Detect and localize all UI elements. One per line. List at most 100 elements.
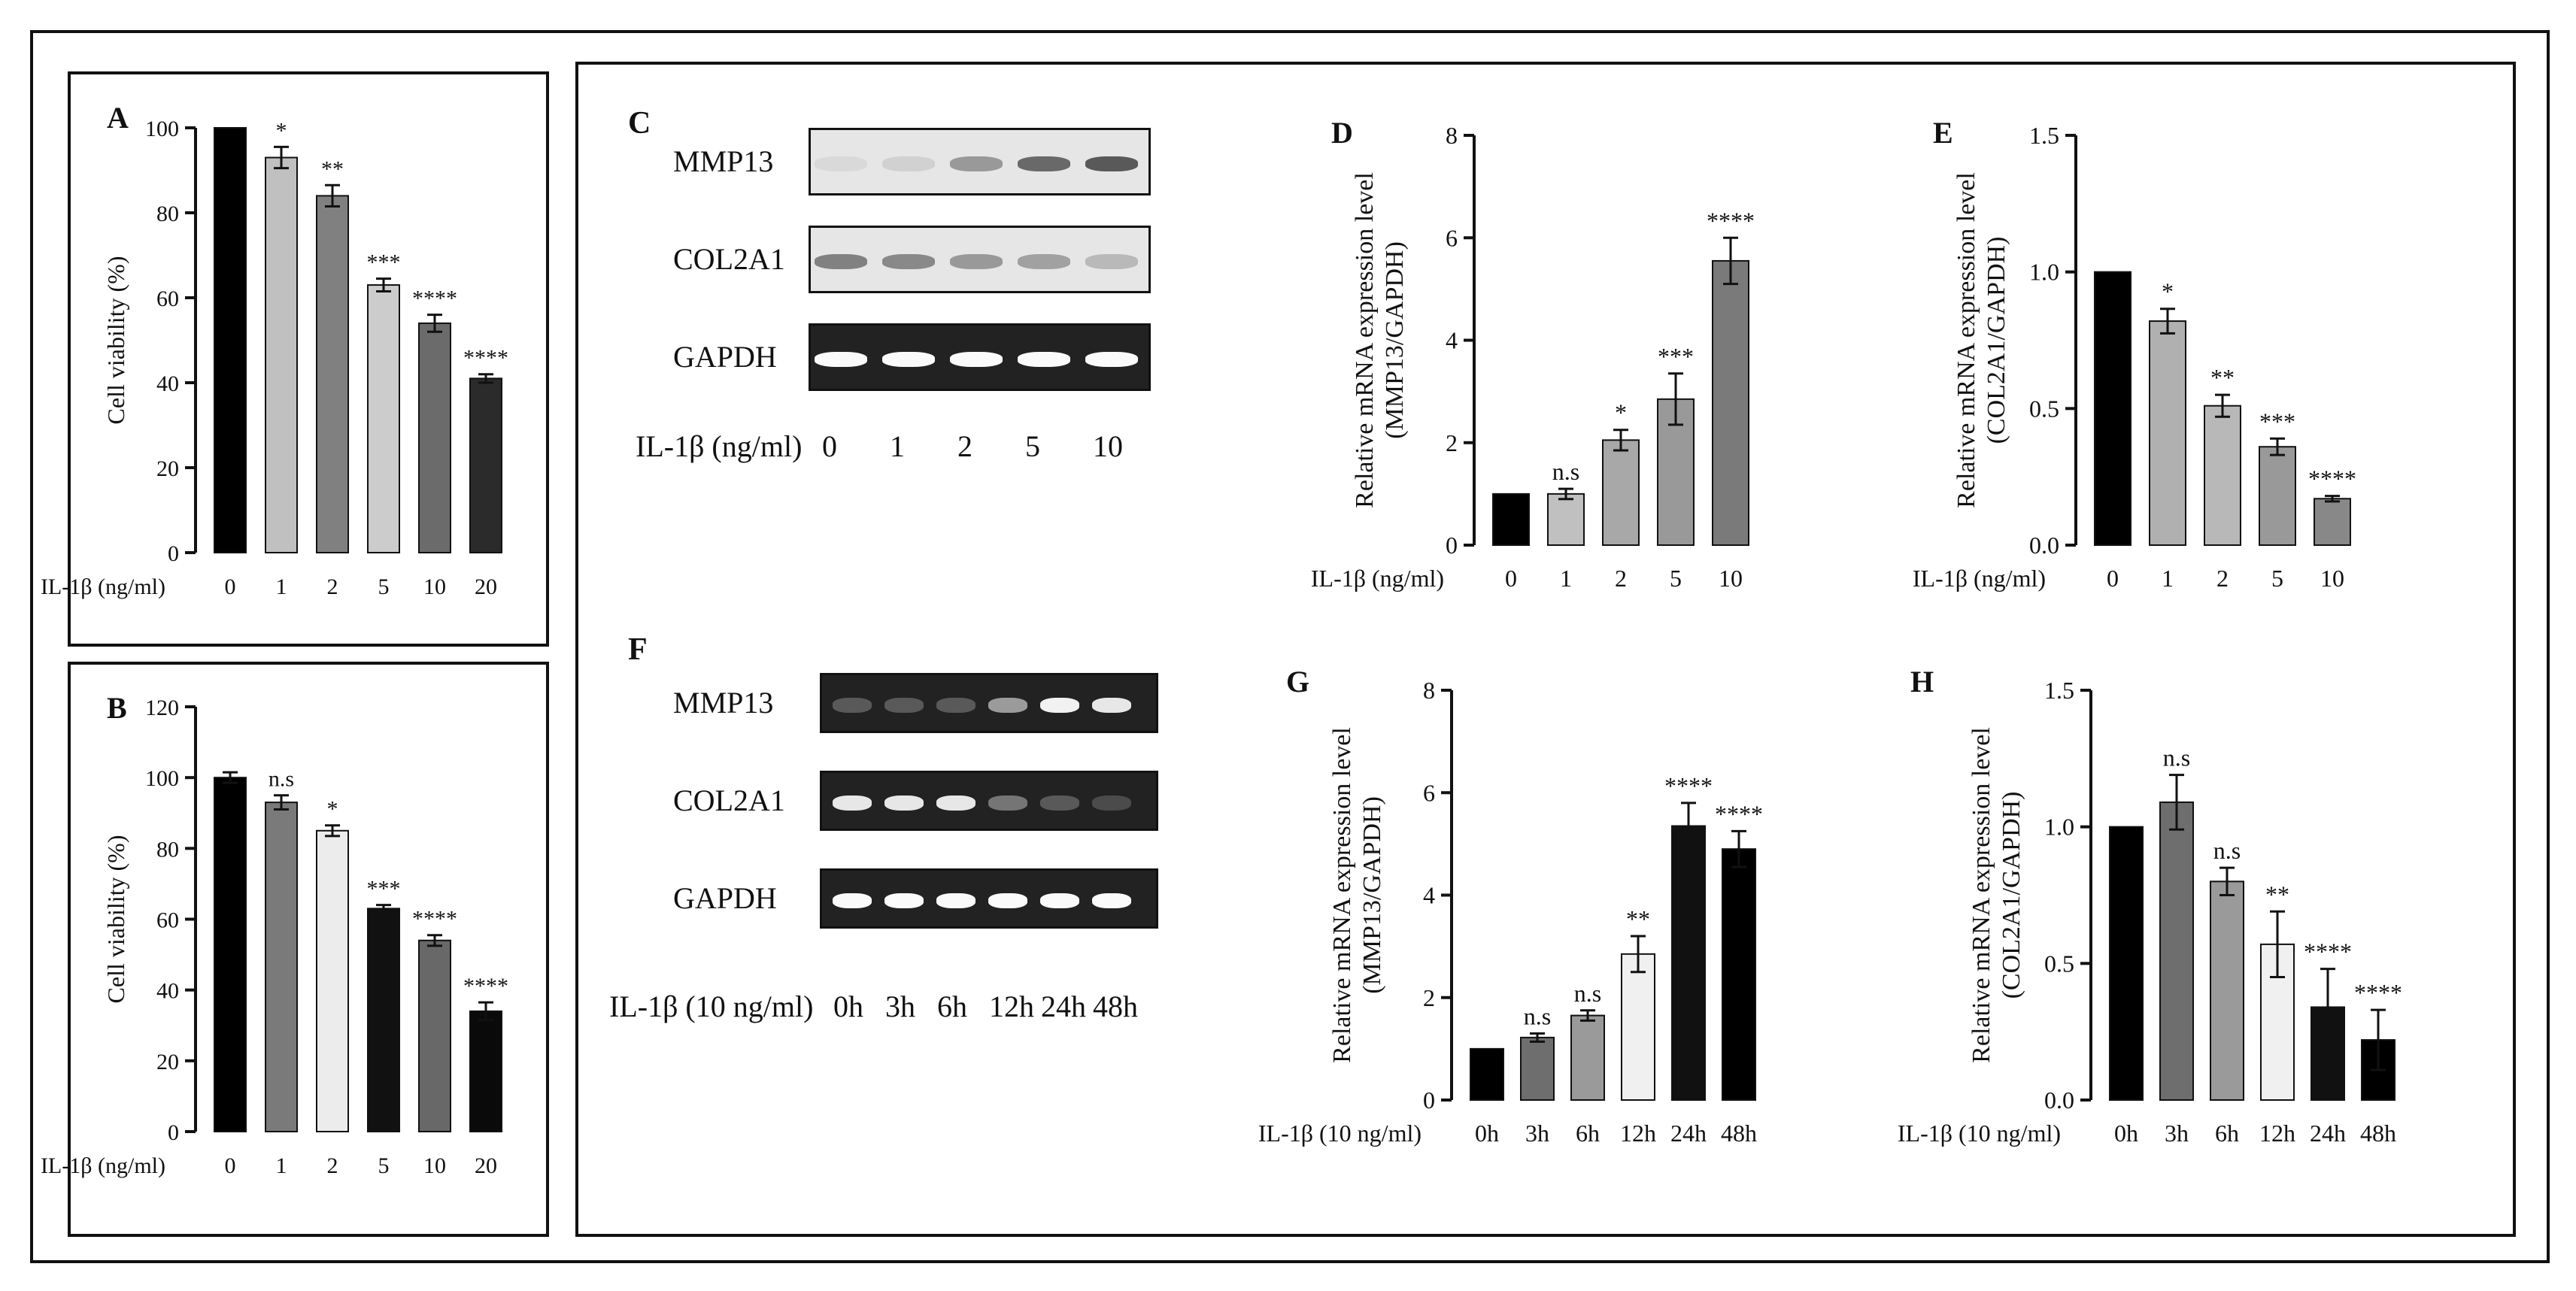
sig-label-h: n.s [2213, 837, 2241, 864]
panel-label-a: A [107, 101, 129, 135]
bar-g-12h [1621, 953, 1655, 1101]
sig-label-a: ** [321, 156, 344, 181]
x-axis-label-g: IL-1β (10 ng/ml) [1258, 1120, 1422, 1147]
panel-label-c: C [628, 106, 651, 141]
y-tick-label-h: 0.0 [2044, 1086, 2074, 1114]
gel-band [988, 796, 1027, 811]
bar-e-0 [2094, 271, 2131, 546]
y-tick-label-b: 100 [145, 766, 179, 791]
gel-row-label-gapdh: GAPDH [673, 340, 777, 374]
x-tick-label-g: 3h [1525, 1120, 1549, 1147]
bar-g-24h [1671, 825, 1706, 1101]
x-axis-label-d: IL-1β (ng/ml) [1311, 565, 1444, 592]
sig-label-h: **** [2354, 979, 2402, 1006]
sig-label-a: * [276, 118, 287, 143]
y-tick-label-g: 6 [1423, 779, 1435, 806]
gel-band [882, 156, 935, 171]
panel-label-b: B [107, 691, 127, 725]
bar-h-3h [2159, 801, 2194, 1101]
y-axis-label-line-e: Relative mRNA expression level [1952, 172, 1980, 508]
y-tick-label-e: 0.0 [2029, 532, 2059, 559]
x-tick-label-h: 0h [2114, 1120, 2138, 1147]
gel-band [950, 352, 1003, 367]
x-tick-label-e: 5 [2271, 565, 2283, 592]
x-tick-label-e: 10 [2320, 565, 2344, 592]
gel-band [1092, 698, 1131, 713]
x-tick-label-b: 10 [423, 1153, 446, 1178]
y-tick-label-b: 80 [156, 837, 179, 862]
gel-band [988, 698, 1027, 713]
gel-band [884, 893, 924, 908]
gel-band [1040, 698, 1079, 713]
bar-a-0 [214, 127, 247, 553]
gel-lane-label: 1 [890, 429, 905, 463]
sig-label-b: *** [367, 877, 401, 902]
bar-b-2 [316, 829, 349, 1133]
bar-d-0 [1492, 492, 1530, 546]
sig-label-d: n.s [1552, 458, 1579, 485]
x-tick-label-d: 10 [1719, 565, 1743, 592]
panel-label-d: D [1331, 116, 1353, 150]
x-tick-label-b: 1 [276, 1153, 287, 1178]
gel-band [1018, 156, 1070, 171]
sig-label-h: ** [2265, 880, 2289, 908]
gel-row-label-mmp13: MMP13 [673, 144, 774, 178]
x-tick-label-b: 0 [225, 1153, 236, 1178]
sig-label-a: *** [367, 250, 401, 275]
chart-h: H 0.0 0.5 1.0 1.5 Relative mRNA expression le… [1898, 665, 2402, 1147]
gel-band [833, 796, 872, 811]
gel-lane-label: 24h [1041, 989, 1086, 1023]
gel-strip-mmp13 [820, 673, 1158, 733]
gel-lane-label: 6h [937, 989, 967, 1023]
sig-label-b: **** [463, 974, 508, 999]
sig-label-b: **** [412, 907, 457, 932]
y-tick-label-e: 1.0 [2029, 259, 2059, 286]
gel-band [815, 352, 867, 367]
sig-label-g: **** [1715, 800, 1763, 827]
bar-d-2 [1602, 439, 1640, 546]
y-tick-label-a: 80 [156, 202, 179, 226]
panel-label-f: F [628, 632, 648, 667]
bar-a-2 [316, 195, 349, 553]
y-axis-label-line-d: (MMP13/GAPDH) [1381, 241, 1409, 439]
gel-band [950, 254, 1003, 269]
frame-right [575, 62, 2516, 1237]
y-axis-label-line-b: Cell viability (%) [102, 835, 129, 1004]
gel-row-label-col2a1: COL2A1 [673, 242, 785, 276]
bar-d-1 [1547, 492, 1585, 546]
bar-e-5 [2259, 446, 2296, 547]
bar-b-10 [418, 939, 451, 1132]
bar-g-3h [1520, 1036, 1555, 1102]
y-tick-label-b: 0 [168, 1120, 179, 1145]
gel-band [1018, 254, 1070, 269]
y-tick-label-g: 4 [1423, 882, 1435, 909]
chart-a: A 0 20 40 60 80 100 Cell viability (%) 0 * 1 ** 2 ***… [41, 101, 508, 599]
gel-band [1040, 893, 1079, 908]
bar-g-0h [1470, 1047, 1504, 1101]
x-axis-label-e: IL-1β (ng/ml) [1913, 565, 2046, 592]
gel-band [815, 156, 867, 171]
x-tick-label-b: 20 [475, 1153, 497, 1178]
y-tick-label-g: 8 [1423, 677, 1435, 704]
x-tick-label-g: 0h [1475, 1120, 1499, 1147]
sig-label-d: **** [1707, 207, 1755, 234]
x-axis-label-b: IL-1β (ng/ml) [41, 1153, 165, 1178]
x-tick-label-g: 24h [1670, 1120, 1707, 1147]
y-axis-label-e: Relative mRNA expression level(COL2A1/GA… [1952, 172, 2010, 508]
y-tick-label-a: 100 [145, 117, 179, 141]
gel-lane-label: 5 [1025, 429, 1040, 463]
x-tick-label-g: 48h [1721, 1120, 1757, 1147]
bar-g-48h [1722, 848, 1756, 1101]
sig-label-h: n.s [2163, 744, 2190, 771]
bar-g-6h [1570, 1014, 1605, 1101]
x-tick-label-h: 48h [2360, 1120, 2396, 1147]
y-axis-label-h: Relative mRNA expression level(COL2A1/GA… [1968, 727, 2025, 1063]
panel-label-e: E [1933, 116, 1953, 150]
x-tick-label-a: 2 [327, 574, 338, 599]
x-tick-label-b: 2 [327, 1153, 338, 1178]
panel-label-h: H [1910, 665, 1934, 699]
gel-band [833, 893, 872, 908]
y-tick-label-d: 6 [1446, 224, 1458, 251]
y-tick-label-b: 40 [156, 979, 179, 1004]
gel-band [936, 698, 975, 713]
